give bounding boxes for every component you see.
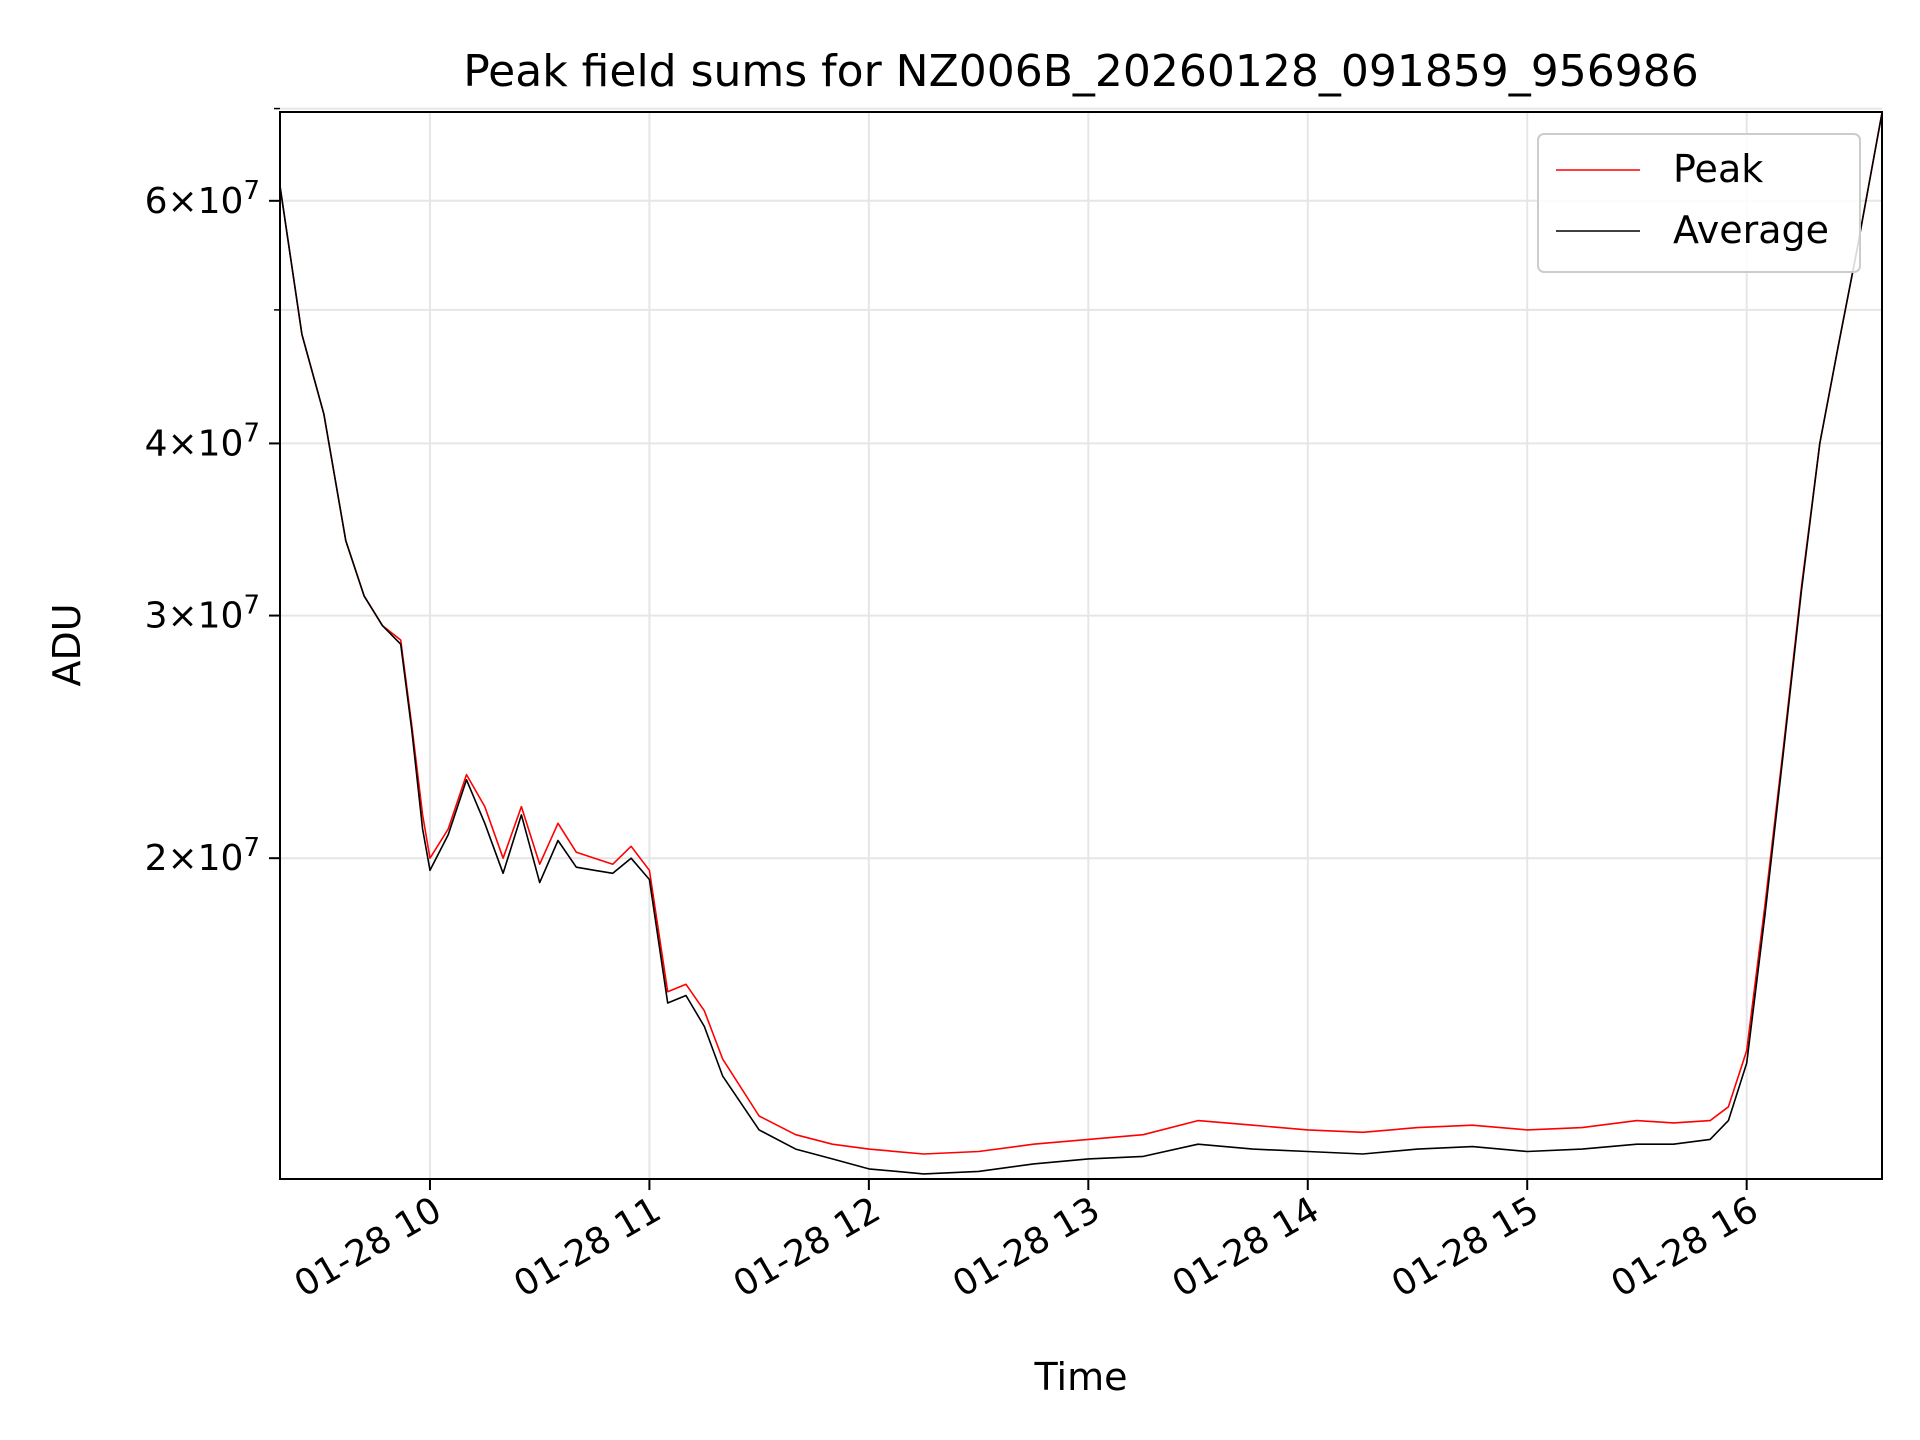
series-layer: [279, 112, 1883, 1175]
plot-frame: [279, 111, 1883, 1180]
legend: Peak Average: [1537, 133, 1861, 273]
y-tick-label: 3×107: [145, 591, 260, 637]
y-tick-label: 4×107: [145, 418, 260, 464]
legend-label-peak: Peak: [1673, 147, 1763, 191]
y-axis-label: ADU: [45, 603, 89, 686]
legend-box: [1537, 133, 1861, 273]
y-tick-label: 2×107: [145, 833, 260, 879]
x-axis-label: Time: [1034, 1355, 1128, 1399]
series-line-peak: [279, 112, 1883, 1155]
chart-title: Peak field sums for NZ006B_20260128_0918…: [463, 46, 1699, 97]
legend-label-average: Average: [1673, 208, 1829, 252]
y-axis: 2×107 3×107 4×107 6×107: [145, 107, 280, 879]
series-line-average: [279, 112, 1883, 1175]
y-tick-label: 6×107: [145, 176, 260, 222]
